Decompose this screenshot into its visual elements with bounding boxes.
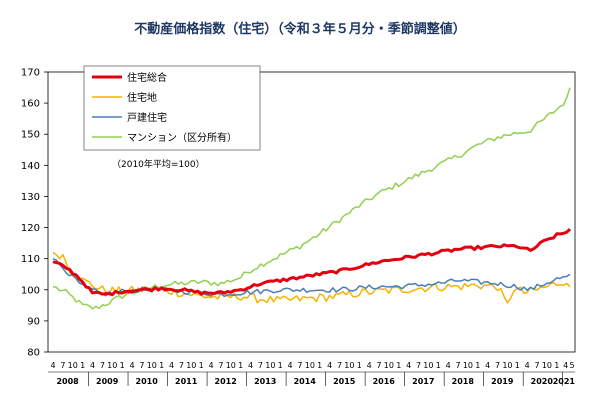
x-tick-label: 10 <box>305 361 315 370</box>
y-tick-label: 100 <box>21 285 40 296</box>
x-tick-label: 10 <box>226 361 236 370</box>
x-tick-label: 7 <box>495 361 500 370</box>
x-tick-label: 4 <box>406 361 411 370</box>
x-tick-label: 7 <box>337 361 342 370</box>
x-tick-label: 10 <box>384 361 394 370</box>
x-tick-label: 1 <box>278 361 283 370</box>
legend-label: 住宅総合 <box>127 71 167 84</box>
x-tick-label: 7 <box>297 361 302 370</box>
x-year-label: 2010 <box>136 377 159 386</box>
series-line-1 <box>52 251 571 304</box>
y-axis: 80 90 100 110 120 130 140 150 160 170 <box>21 68 48 359</box>
x-tick-label: 4 <box>248 361 253 370</box>
x-year-label: 2014 <box>294 377 317 386</box>
y-tick-label: 150 <box>21 130 40 141</box>
x-tick-label: 10 <box>147 361 157 370</box>
x-tick-label: 4 <box>169 361 174 370</box>
x-tick-label: 1 <box>238 361 243 370</box>
x-tick-label: 7 <box>455 361 460 370</box>
y-tick-label: 80 <box>27 348 40 359</box>
x-tick-label: 7 <box>535 361 540 370</box>
y-tick-label: 130 <box>21 192 40 203</box>
y-tick-label: 120 <box>21 223 40 234</box>
x-tick-label: 7 <box>416 361 421 370</box>
x-tick-label: 10 <box>107 361 117 370</box>
y-tick-label: 110 <box>21 254 40 265</box>
x-year-label: 2020 <box>531 377 554 386</box>
x-tick-label: 10 <box>502 361 512 370</box>
series-line-0 <box>52 228 572 297</box>
x-tick-label: 1 <box>80 361 85 370</box>
x-tick-label: 7 <box>179 361 184 370</box>
x-tick-label: 10 <box>463 361 473 370</box>
x-tick-label: 1 <box>357 361 362 370</box>
x-year-label: 2015 <box>333 377 356 386</box>
x-year-label: 2021 <box>553 377 576 386</box>
x-tick-label: 7 <box>376 361 381 370</box>
y-tick-label: 170 <box>21 68 40 79</box>
x-year-label: 2016 <box>373 377 396 386</box>
x-tick-label: 4 <box>129 361 134 370</box>
x-tick-label: 1 <box>199 361 204 370</box>
x-tick-label: 5 <box>569 361 574 370</box>
x-tick-label: 10 <box>68 361 78 370</box>
x-tick-label: 1 <box>475 361 480 370</box>
x-tick-label: 4 <box>525 361 530 370</box>
x-tick-label: 4 <box>90 361 95 370</box>
legend-label: マンション（区分所有） <box>127 131 237 144</box>
x-tick-label: 7 <box>100 361 105 370</box>
x-tick-label: 4 <box>485 361 490 370</box>
x-tick-label: 4 <box>446 361 451 370</box>
x-tick-label: 4 <box>563 361 568 370</box>
x-tick-label: 1 <box>515 361 520 370</box>
x-tick-label: 1 <box>317 361 322 370</box>
x-tick-label: 10 <box>344 361 354 370</box>
x-tick-label: 1 <box>120 361 125 370</box>
series-lines <box>52 87 572 310</box>
x-tick-label: 1 <box>396 361 401 370</box>
x-year-label: 2011 <box>175 377 198 386</box>
y-tick-label: 90 <box>27 316 40 327</box>
x-tick-label: 10 <box>265 361 275 370</box>
legend-label: 住宅地 <box>127 91 157 104</box>
chart-title: 不動産価格指数（住宅）（令和３年５月分・季節調整値） <box>134 21 466 37</box>
x-year-label: 2009 <box>96 377 119 386</box>
x-tick-label: 7 <box>60 361 65 370</box>
x-year-label: 2018 <box>452 377 475 386</box>
plot-area-frame <box>47 71 576 353</box>
x-year-label: 2019 <box>491 377 514 386</box>
chart-note: （2010年平均=100） <box>112 158 205 170</box>
legend-label: 戸建住宅 <box>127 111 167 124</box>
y-tick-label: 160 <box>21 99 40 110</box>
x-year-label: 2013 <box>254 377 276 386</box>
x-tick-label: 10 <box>186 361 196 370</box>
x-tick-label: 4 <box>50 361 55 370</box>
x-tick-label: 1 <box>436 361 441 370</box>
x-tick-label: 4 <box>367 361 372 370</box>
x-year-label: 2017 <box>412 377 434 386</box>
x-year-label: 2012 <box>215 377 237 386</box>
x-tick-label: 10 <box>423 361 433 370</box>
x-year-label: 2008 <box>56 377 79 386</box>
x-tick-label: 10 <box>542 361 552 370</box>
x-tick-label: 4 <box>327 361 332 370</box>
legend-frame <box>83 65 261 151</box>
x-tick-label: 4 <box>209 361 214 370</box>
x-tick-label: 1 <box>554 361 559 370</box>
x-tick-label: 4 <box>288 361 293 370</box>
x-tick-label: 7 <box>218 361 223 370</box>
x-tick-label: 7 <box>139 361 144 370</box>
y-tick-label: 140 <box>21 161 40 172</box>
x-tick-label: 1 <box>159 361 164 370</box>
x-tick-label: 7 <box>258 361 263 370</box>
